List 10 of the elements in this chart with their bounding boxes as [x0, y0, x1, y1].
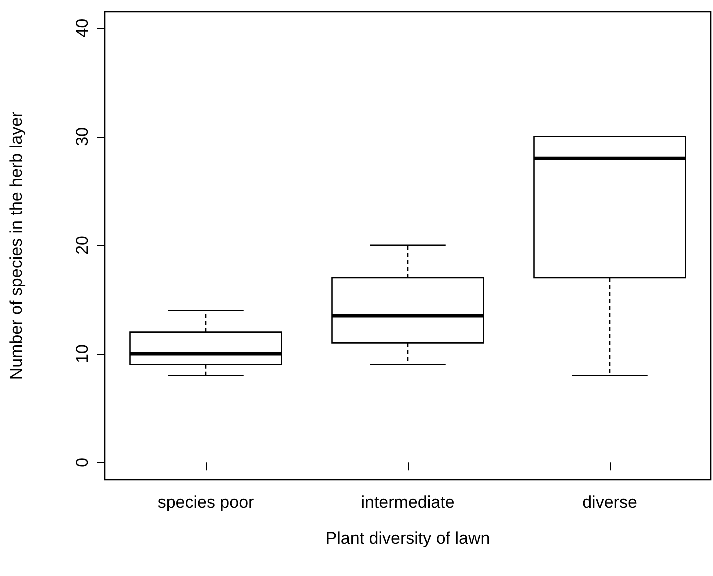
- y-tick-label: 10: [73, 344, 92, 364]
- x-tick-label: diverse: [582, 493, 638, 512]
- y-tick-label: 0: [73, 458, 92, 468]
- y-tick-label: 20: [73, 236, 92, 255]
- x-tick-label: intermediate: [361, 493, 455, 512]
- y-tick-label: 30: [73, 127, 92, 146]
- y-axis-title: Number of species in the herb layer: [7, 111, 26, 380]
- x-tick-label: species poor: [158, 493, 255, 512]
- y-tick-label: 40: [73, 18, 92, 38]
- x-axis-title: Plant diversity of lawn: [326, 529, 490, 548]
